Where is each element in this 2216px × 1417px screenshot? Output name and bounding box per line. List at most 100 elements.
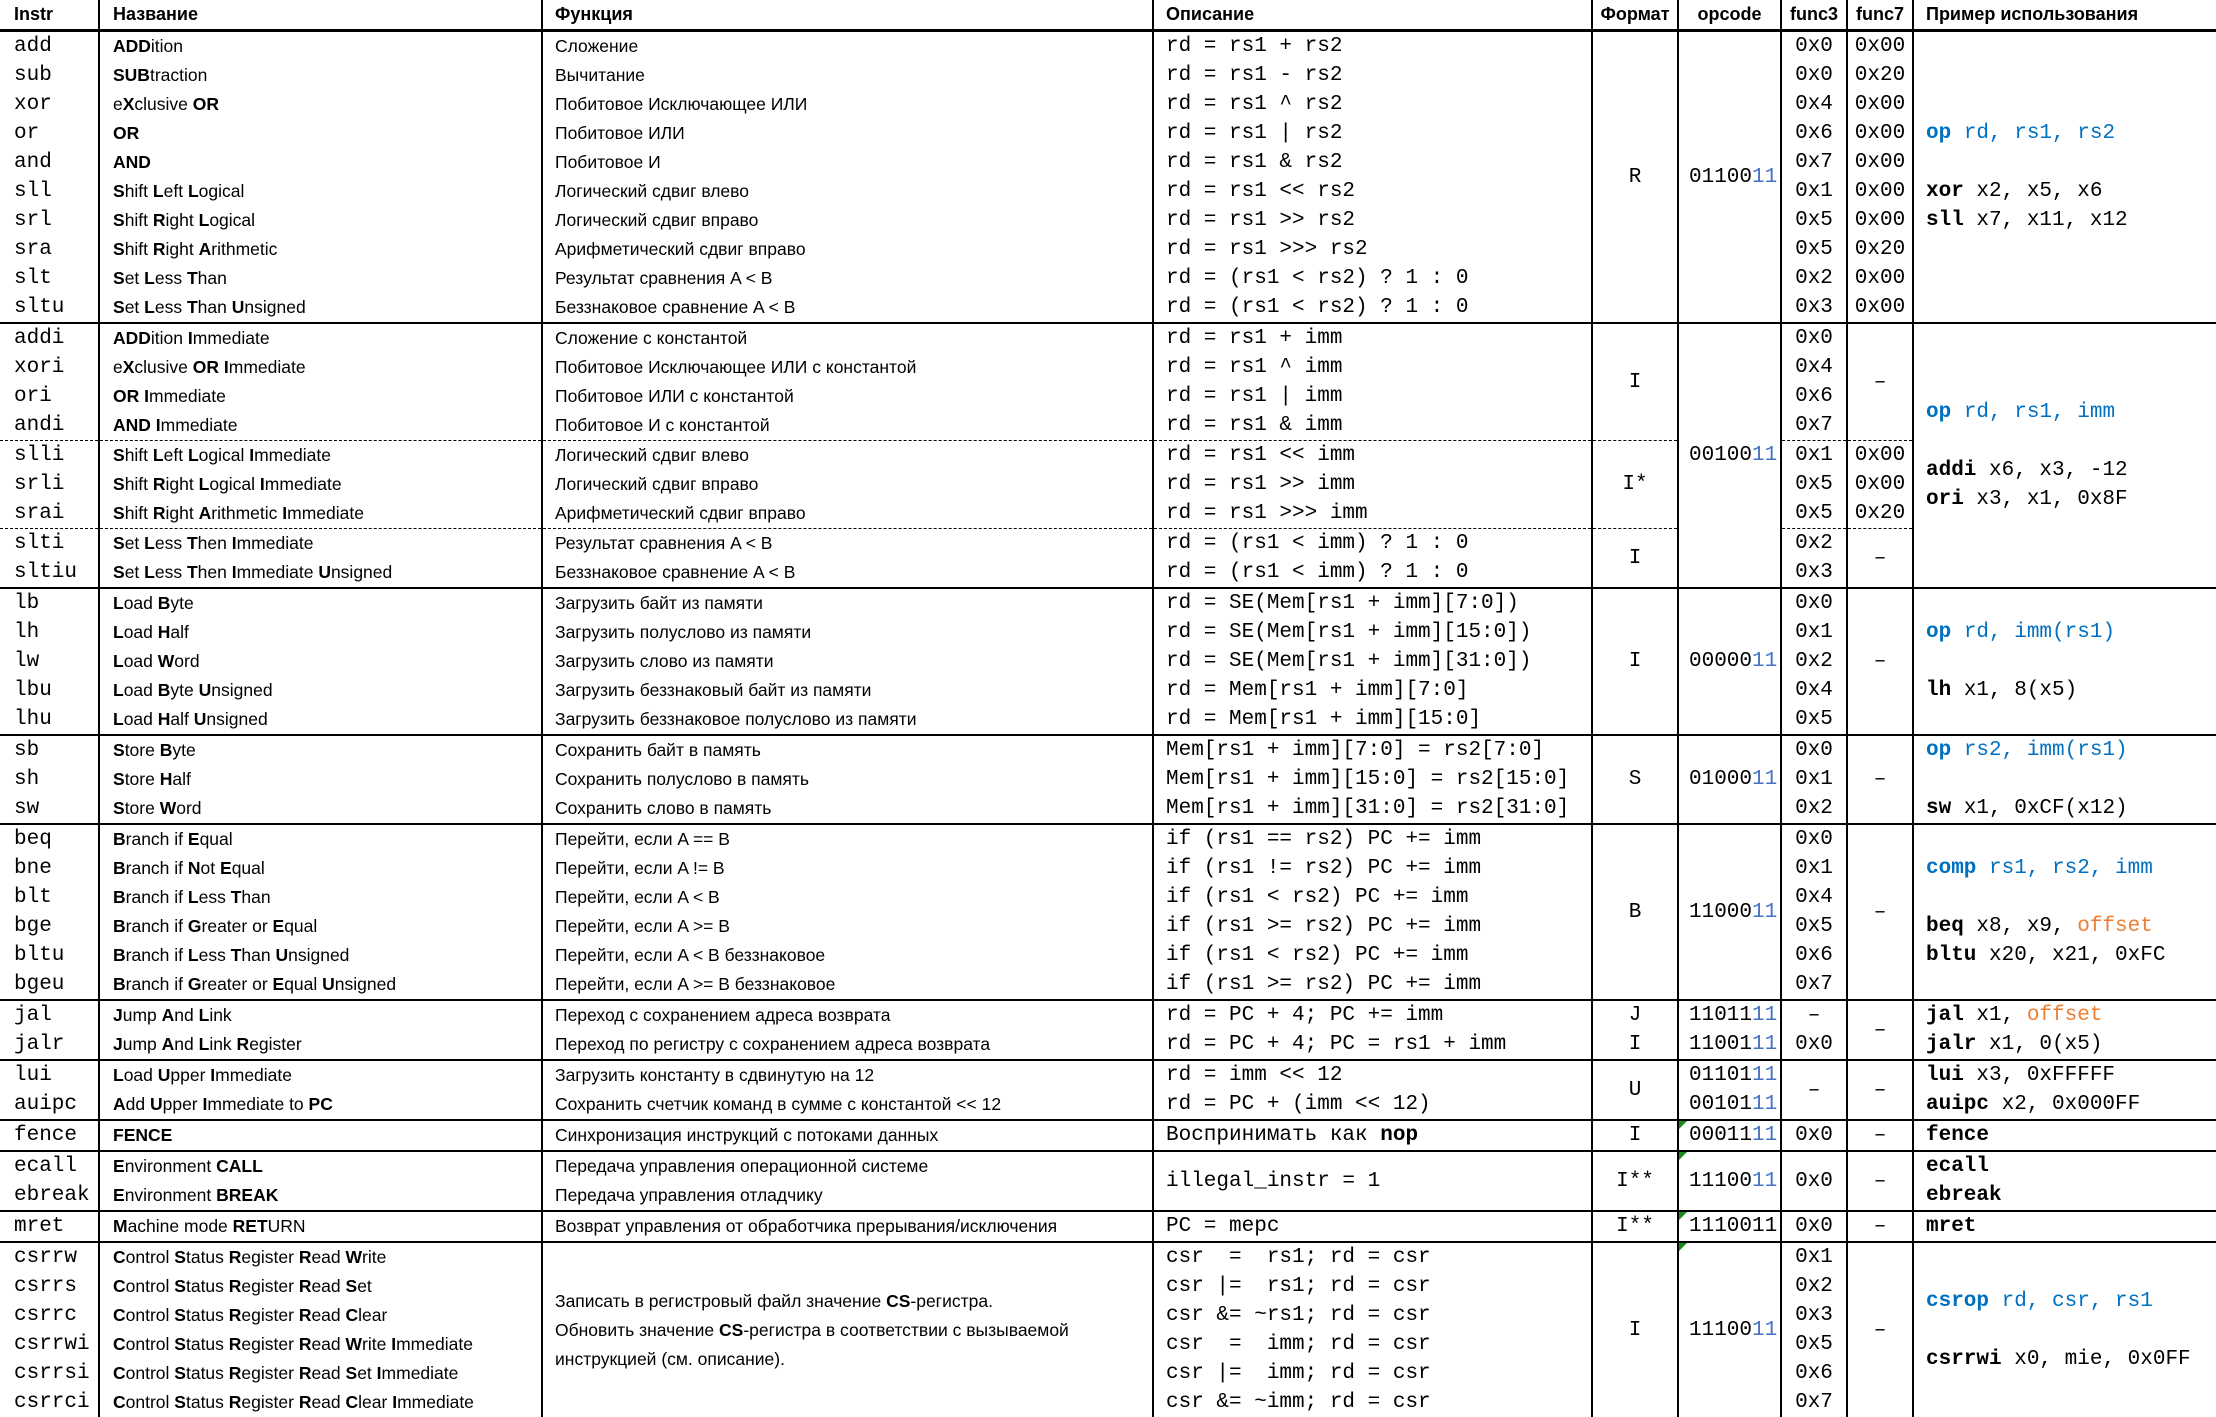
text-segment: x3, x1, 0x8F bbox=[1964, 488, 2128, 511]
func3-cell: 0x0 bbox=[1781, 1120, 1847, 1151]
text-segment: ontrol bbox=[126, 1247, 175, 1267]
text-segment: mmediate bbox=[397, 1392, 474, 1412]
cell-text: Логический сдвиг влево bbox=[555, 181, 749, 201]
description-cell: if (rs1 < rs2) PC += imm bbox=[1153, 941, 1592, 970]
bold-text: L bbox=[113, 680, 124, 700]
bold-text: B bbox=[158, 593, 171, 613]
example-cell: jalr x1, 0(x5) bbox=[1913, 1030, 2216, 1060]
bold-text: SUB bbox=[113, 65, 150, 85]
function-cell: Переход с сохранением адреса возврата bbox=[542, 1000, 1153, 1030]
text-segment: nsigned bbox=[211, 680, 272, 700]
name-cell: Branch if Equal bbox=[99, 824, 542, 854]
name-cell: Shift Right Arithmetic bbox=[99, 235, 542, 264]
text-segment: x2, x5, x6 bbox=[1964, 180, 2103, 203]
instr-cell: and bbox=[0, 148, 99, 177]
opcode-cell: 1110011 bbox=[1678, 1242, 1781, 1417]
cell-text: Перейти, если A == B bbox=[555, 829, 730, 849]
function-line: Записать в регистровый файл значение CS-… bbox=[555, 1287, 1146, 1316]
bold-text: jalr bbox=[1926, 1033, 1976, 1056]
opcode-suffix: 11 bbox=[1752, 1064, 1777, 1087]
text-segment: oad bbox=[124, 709, 158, 729]
bold-text: S bbox=[174, 1247, 186, 1267]
bold-text: E bbox=[220, 858, 232, 878]
instr-cell: csrrs bbox=[0, 1272, 99, 1301]
text-segment: rd, rs1, imm bbox=[1951, 401, 2115, 424]
opcode-main: 11011 bbox=[1689, 1004, 1752, 1027]
description-cell: rd = rs1 << rs2 bbox=[1153, 177, 1592, 206]
bold-text: E bbox=[113, 1156, 125, 1176]
text-segment: ess bbox=[155, 297, 187, 317]
text-segment: ontrol bbox=[126, 1392, 175, 1412]
text-segment: reater or bbox=[202, 974, 273, 994]
text-segment: ontrol bbox=[126, 1305, 175, 1325]
bold-text: nop bbox=[1380, 1124, 1418, 1147]
text-segment: ranch if bbox=[126, 945, 188, 965]
function-cell: Загрузить беззнаковое полуслово из памят… bbox=[542, 705, 1153, 735]
text-segment: tatus bbox=[186, 1276, 229, 1296]
instr-cell: fence bbox=[0, 1120, 99, 1151]
example-syntax: op rd, rs1, rs2 bbox=[1926, 119, 2210, 148]
bold-text: C bbox=[346, 1392, 359, 1412]
cell-text: Переход по регистру с сохранением адреса… bbox=[555, 1034, 990, 1054]
text-segment: ump bbox=[123, 1034, 162, 1054]
function-cell: Перейти, если A < B bbox=[542, 883, 1153, 912]
text-segment: nsigned bbox=[331, 562, 392, 582]
bold-text: ADD bbox=[113, 328, 151, 348]
cell-text: Побитовое И bbox=[555, 152, 661, 172]
bold-text: S bbox=[113, 268, 125, 288]
description-cell: rd = PC + 4; PC = rs1 + imm bbox=[1153, 1030, 1592, 1060]
name-cell: Control Status Register Read Set bbox=[99, 1272, 542, 1301]
text-segment: x1, 0xCF(x12) bbox=[1951, 797, 2127, 820]
function-cell: Результат сравнения A < B bbox=[542, 529, 1153, 559]
func3-cell: 0x5 bbox=[1781, 470, 1847, 499]
text-segment: op bbox=[1926, 739, 1951, 762]
bold-text: U bbox=[199, 680, 212, 700]
cell-text: Побитовое И с константой bbox=[555, 415, 770, 435]
text-segment: x7, x11, x12 bbox=[1964, 209, 2128, 232]
format-cell: I bbox=[1592, 588, 1678, 735]
instr-cell: csrrsi bbox=[0, 1359, 99, 1388]
text-segment: rs1, rs2, imm bbox=[1976, 857, 2152, 880]
opcode-cell: 0010011 bbox=[1678, 323, 1781, 588]
instr-cell: ori bbox=[0, 382, 99, 411]
text-segment: mmediate bbox=[287, 503, 364, 523]
bold-text: S bbox=[113, 503, 125, 523]
text-segment: ontrol bbox=[126, 1276, 175, 1296]
text-segment: eft bbox=[164, 445, 188, 465]
example-syntax: op rd, rs1, imm bbox=[1926, 398, 2210, 427]
func7-cell: – bbox=[1847, 735, 1913, 824]
cell-text: rd = PC + (imm << 12) bbox=[1166, 1093, 1431, 1116]
bold-text: A bbox=[113, 1094, 126, 1114]
cell-text: Mem[rs1 + imm][31:0] = rs2[31:0] bbox=[1166, 797, 1569, 820]
text-segment: op bbox=[1926, 122, 1951, 145]
name-cell: SUBtraction bbox=[99, 61, 542, 90]
text-segment: ead bbox=[311, 1363, 345, 1383]
example-sample: jalr x1, 0(x5) bbox=[1926, 1030, 2210, 1059]
cell-text: Загрузить байт из памяти bbox=[555, 593, 763, 613]
description-cell: rd = rs1 << imm bbox=[1153, 441, 1592, 471]
cell-text: Побитовое Исключающее ИЛИ bbox=[555, 94, 807, 114]
cell-text: rd = rs1 & rs2 bbox=[1166, 151, 1342, 174]
example-sample: ebreak bbox=[1926, 1181, 2210, 1210]
function-cell: Передача управления операционной системе bbox=[542, 1151, 1153, 1181]
bold-text: sw bbox=[1926, 797, 1951, 820]
text-segment: ranch if bbox=[126, 858, 188, 878]
bold-text: bltu bbox=[1926, 944, 1976, 967]
example-syntax: op rs2, imm(rs1) bbox=[1926, 736, 2210, 765]
bold-text: S bbox=[113, 297, 125, 317]
func7-cell: – bbox=[1847, 323, 1913, 441]
description-cell: illegal_instr = 1 bbox=[1153, 1151, 1592, 1211]
instr-cell: slt bbox=[0, 264, 99, 293]
function-cell: Перейти, если A != B bbox=[542, 854, 1153, 883]
function-cell: Сложение с константой bbox=[542, 323, 1153, 353]
example-cell: jal x1, offset bbox=[1913, 1000, 2216, 1030]
description-cell: Mem[rs1 + imm][15:0] = rs2[15:0] bbox=[1153, 765, 1592, 794]
header-function: Функция bbox=[542, 0, 1153, 31]
cell-text: Арифметический сдвиг вправо bbox=[555, 239, 806, 259]
